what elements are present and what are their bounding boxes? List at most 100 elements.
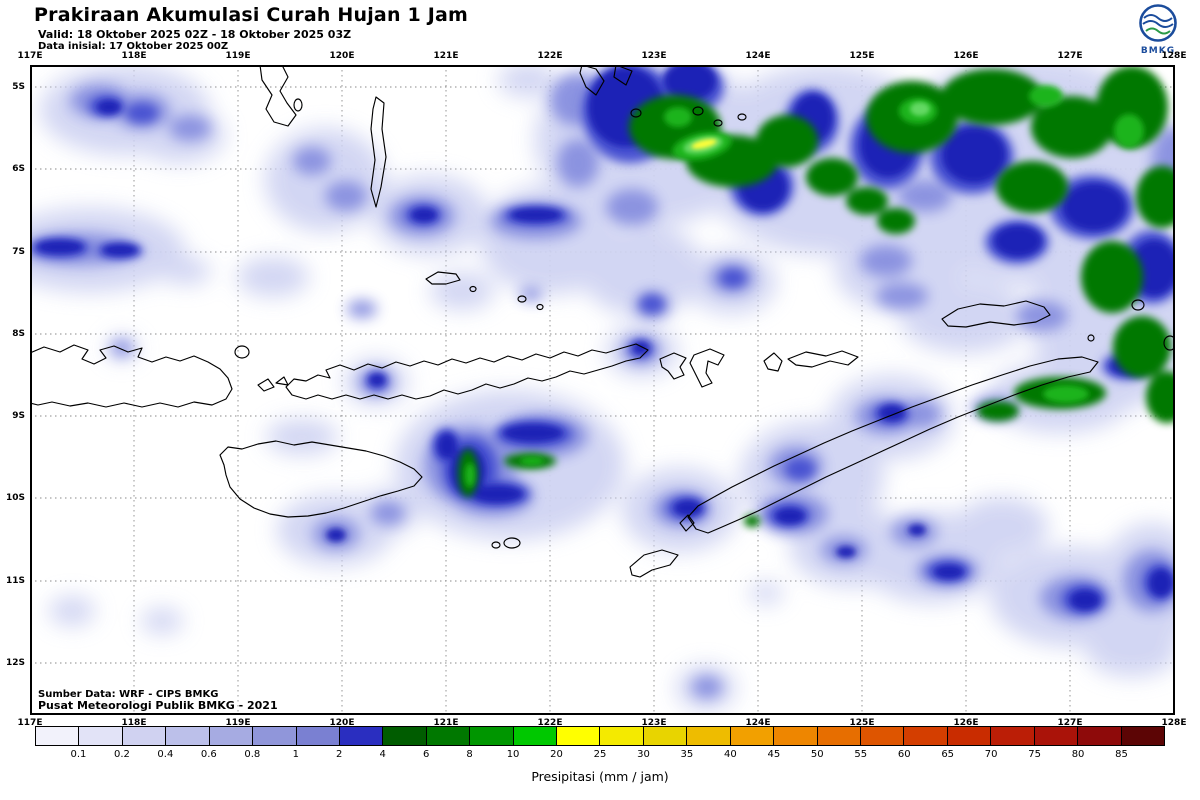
legend-segment — [252, 726, 297, 746]
coast-raijua — [491, 541, 501, 549]
map-border — [30, 65, 1175, 715]
lon-label: 127E — [1057, 718, 1083, 728]
precip-yellow — [691, 139, 717, 149]
islet — [1163, 335, 1175, 351]
lon-label: 124E — [745, 718, 771, 728]
legend-value: 10 — [506, 749, 520, 760]
legend-segment — [556, 726, 601, 746]
map-graphic — [30, 65, 1175, 715]
lat-label: 10S — [5, 493, 25, 504]
lat-label: 8S — [12, 328, 25, 339]
lon-label: 128E — [1161, 718, 1187, 728]
legend-segment — [903, 726, 948, 746]
legend-value: 50 — [810, 749, 824, 760]
legend-segment — [686, 726, 731, 746]
legend-value: 0.8 — [244, 749, 261, 760]
legend-value: 55 — [854, 749, 868, 760]
lon-label: 119E — [225, 718, 251, 728]
lat-label: 7S — [12, 246, 25, 257]
lon-label: 125E — [849, 718, 875, 728]
legend-value: 75 — [1028, 749, 1041, 760]
bmkg-logo-text: BMKG — [1140, 46, 1176, 56]
legend-value: 85 — [1115, 749, 1128, 760]
init-time-line: Data inisial: 17 Oktober 2025 00Z — [38, 41, 229, 52]
lon-label: 122E — [537, 51, 563, 61]
islet — [293, 98, 303, 112]
lon-label: 123E — [641, 51, 667, 61]
legend-segment — [1033, 726, 1079, 746]
legend-value: 40 — [724, 749, 737, 760]
legend-value: 0.2 — [113, 749, 130, 760]
bmkg-logo-icon — [1139, 4, 1177, 42]
islet — [630, 108, 642, 118]
legend-segment — [338, 726, 384, 746]
legend-value: 25 — [593, 749, 607, 760]
coast-buton-b — [613, 65, 633, 86]
coast-flores — [285, 343, 649, 400]
coast-kisar — [1087, 334, 1095, 342]
lon-label: 125E — [849, 51, 875, 61]
legend-segment — [1077, 726, 1122, 746]
legend-value: 35 — [680, 749, 694, 760]
legend-segment — [425, 726, 471, 746]
legend-value: 1 — [292, 749, 299, 760]
coast-sangeang — [234, 345, 250, 359]
coast-sulawesi-tip — [259, 65, 297, 127]
legend-segment — [860, 726, 905, 746]
islet — [517, 295, 527, 303]
legend-bar — [35, 726, 1165, 746]
legend-segment — [599, 726, 644, 746]
legend-segment — [208, 726, 254, 746]
coast-pantar — [763, 352, 783, 372]
lon-label: 120E — [329, 51, 355, 61]
legend-value: 0.6 — [200, 749, 217, 760]
lon-label: 118E — [121, 718, 147, 728]
lon-label: 117E — [17, 51, 43, 61]
latitude-labels: 5S 6S 7S 8S 9S 10S 11S 12S — [0, 0, 27, 800]
coast-komodo — [257, 378, 275, 392]
legend-segment — [382, 726, 427, 746]
legend-segment — [990, 726, 1035, 746]
lon-label: 126E — [953, 51, 979, 61]
source-org-line: Pusat Meteorologi Publik BMKG - 2021 — [38, 698, 278, 712]
legend-segment — [729, 726, 775, 746]
valid-time-line: Valid: 18 Oktober 2025 02Z - 18 Oktober … — [38, 28, 352, 41]
coast-alor — [787, 350, 859, 368]
page-title: Prakiraan Akumulasi Curah Hujan 1 Jam — [34, 4, 469, 26]
legend-value: 80 — [1071, 749, 1085, 760]
coast-lembata — [689, 348, 725, 388]
lon-label: 127E — [1057, 51, 1083, 61]
legend-labels: 0.1 0.2 0.4 0.6 0.8 1 2 4 6 8 10 20 25 30 35 40 45 50 55 60… — [35, 749, 1165, 762]
legend-value: 8 — [466, 749, 473, 760]
coast-tanahjampea — [425, 271, 461, 285]
legend-title: Presipitasi (mm / jam) — [531, 769, 669, 784]
lat-label: 5S — [12, 82, 25, 92]
lon-label: 124E — [745, 51, 771, 61]
islet — [692, 106, 704, 116]
lon-label: 119E — [225, 51, 251, 61]
coast-romang — [1131, 299, 1145, 311]
legend-value: 20 — [550, 749, 563, 760]
islet — [469, 285, 477, 293]
lat-label: 11S — [5, 575, 25, 586]
legend-segment — [35, 726, 80, 746]
legend-segment — [816, 726, 862, 746]
lon-label: 121E — [433, 718, 459, 728]
coast-adonara — [659, 352, 687, 380]
legend-value: 60 — [897, 749, 911, 760]
legend-value: 65 — [941, 749, 955, 760]
coast-rinca — [275, 376, 289, 386]
legend-value: 2 — [336, 749, 343, 760]
longitude-labels-top: 117E 118E 119E 120E 121E 122E 123E 124E 125E 126E… — [0, 51, 1200, 62]
coastlines — [30, 65, 1175, 578]
coast-sumbawa — [30, 344, 233, 408]
coast-wetar — [941, 300, 1051, 328]
legend-value: 45 — [767, 749, 781, 760]
lon-label: 120E — [329, 718, 355, 728]
lon-label: 121E — [433, 51, 459, 61]
map-canvas: Sumber Data: WRF - CIPS BMKG Pusat Meteo… — [30, 65, 1175, 715]
coast-selayar — [370, 96, 387, 208]
legend-value: 30 — [637, 749, 650, 760]
source-data-line: Sumber Data: WRF - CIPS BMKG — [38, 688, 219, 700]
bmkg-logo: BMKG — [1132, 3, 1184, 56]
